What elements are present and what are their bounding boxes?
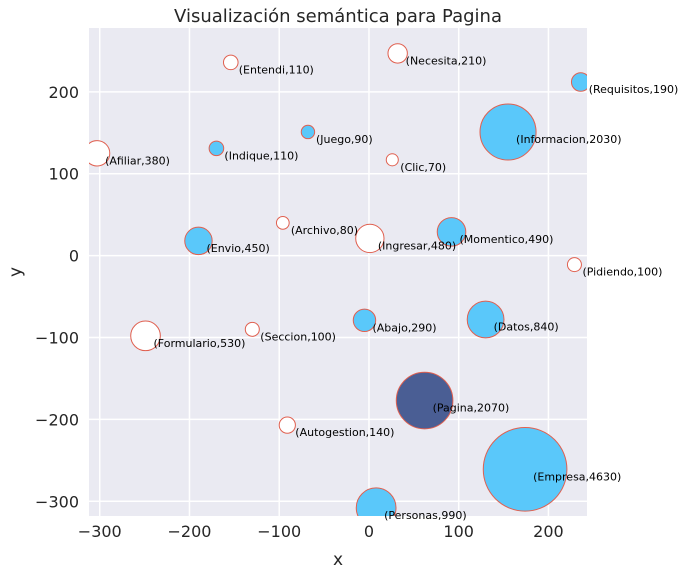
point-label-clic: (Clic,70) <box>400 161 446 174</box>
y-tick-label: 100 <box>48 165 79 184</box>
y-axis-label: y <box>6 267 26 277</box>
point-clic <box>385 153 399 167</box>
point-formulario <box>130 320 161 352</box>
point-label-abajo: (Abajo,290) <box>372 321 436 334</box>
point-seccion <box>244 321 260 337</box>
point-afiliar <box>89 140 111 167</box>
point-empresa <box>482 427 568 512</box>
point-indique <box>208 140 225 157</box>
points-layer <box>89 43 587 516</box>
point-label-necesita: (Necesita,210) <box>406 54 487 67</box>
point-labels-layer: (Entendi,110) (Necesita,210) (Requisitos,1… <box>105 54 678 521</box>
point-label-momentico: (Momentico,490) <box>460 233 554 246</box>
x-tick-label: 100 <box>443 522 474 541</box>
point-requisitos <box>570 72 587 92</box>
point-pagina <box>395 371 454 430</box>
point-entendi <box>222 54 239 71</box>
point-label-informacion: (Informacion,2030) <box>516 133 621 146</box>
point-label-datos: (Datos,840) <box>494 320 559 333</box>
point-envio <box>184 226 213 256</box>
point-label-archivo: (Archivo,80) <box>291 224 358 237</box>
x-tick-label: −300 <box>78 522 122 541</box>
grid-lines <box>89 28 587 516</box>
point-autogestion <box>278 416 296 434</box>
x-tick-label: −100 <box>257 522 301 541</box>
y-tick-label: −300 <box>35 492 79 511</box>
chart-title: Visualización semántica para Pagina <box>174 6 502 27</box>
point-ingresar <box>355 223 385 254</box>
point-pidiendo <box>566 257 582 273</box>
point-label-requisitos: (Requisitos,190) <box>589 83 679 96</box>
point-personas <box>355 487 397 516</box>
point-label-formulario: (Formulario,530) <box>154 337 246 350</box>
y-tick-label: −100 <box>35 329 79 348</box>
point-archivo <box>275 216 290 230</box>
x-axis-label: x <box>333 550 343 570</box>
point-label-pagina: (Pagina,2070) <box>433 402 510 415</box>
y-tick-label: −200 <box>35 410 79 429</box>
x-tick-label: −200 <box>168 522 212 541</box>
point-juego <box>300 124 316 140</box>
point-datos <box>466 300 505 339</box>
y-tick-label: 200 <box>48 83 79 102</box>
point-label-personas: (Personas,990) <box>384 509 467 522</box>
point-abajo <box>352 308 377 333</box>
point-momentico <box>436 217 467 247</box>
point-label-juego: (Juego,90) <box>316 133 373 146</box>
point-label-afiliar: (Afiliar,380) <box>105 154 170 167</box>
point-label-envio: (Envio,450) <box>206 242 269 255</box>
point-label-autogestion: (Autogestion,140) <box>295 426 394 439</box>
point-necesita <box>387 43 408 64</box>
point-label-seccion: (Seccion,100) <box>260 330 336 343</box>
x-tick-label: 0 <box>364 522 374 541</box>
point-label-pidiendo: (Pidiendo,100) <box>582 266 662 279</box>
point-informacion <box>479 103 537 161</box>
point-label-indique: (Indique,110) <box>224 149 298 162</box>
x-tick-label: 200 <box>533 522 564 541</box>
point-label-entendi: (Entendi,110) <box>239 63 314 76</box>
y-tick-label: 0 <box>69 247 79 266</box>
point-label-ingresar: (Ingresar,480) <box>378 239 456 252</box>
x-axis-ticks: −300 −200 −100 0 100 200 <box>78 522 564 541</box>
point-label-empresa: (Empresa,4630) <box>533 470 621 483</box>
y-axis-ticks: −300 −200 −100 0 100 200 <box>35 83 79 511</box>
